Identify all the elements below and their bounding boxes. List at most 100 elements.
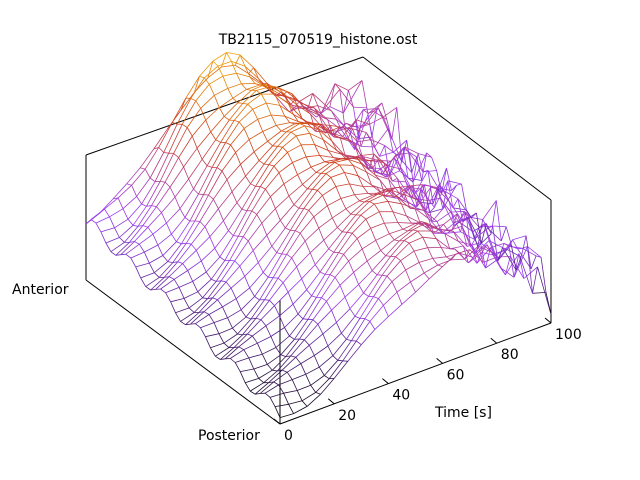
mesh-line xyxy=(209,75,224,85)
mesh-line xyxy=(384,191,391,197)
mesh-line xyxy=(500,226,507,242)
mesh-line xyxy=(463,245,469,264)
mesh-line xyxy=(459,252,466,260)
mesh-line xyxy=(372,188,387,196)
mesh-line xyxy=(169,166,184,188)
mesh-line xyxy=(334,158,349,163)
mesh-line xyxy=(427,247,434,259)
mesh-line xyxy=(90,219,97,224)
mesh-line xyxy=(206,142,221,166)
mesh-line xyxy=(344,126,351,131)
mesh-line xyxy=(256,196,271,215)
mesh-line xyxy=(345,208,352,215)
mesh-line xyxy=(272,145,278,147)
mesh-line xyxy=(126,167,141,185)
mesh-line xyxy=(518,253,533,294)
mesh-line xyxy=(100,227,115,233)
mesh-line xyxy=(348,90,354,108)
mesh-line xyxy=(353,107,359,139)
mesh-line xyxy=(363,292,369,297)
mesh-line xyxy=(180,98,187,111)
mesh-line xyxy=(304,323,319,341)
time-axis-ticks: 0 20 40 60 80 100 xyxy=(273,317,582,444)
mesh-line xyxy=(260,93,267,104)
x-tick-label: 100 xyxy=(555,327,582,343)
mesh-line xyxy=(282,135,297,148)
mesh-line xyxy=(450,253,457,261)
x-tick xyxy=(273,418,281,425)
mesh-line xyxy=(202,281,217,299)
mesh-line xyxy=(354,315,361,319)
mesh-line xyxy=(356,238,363,250)
mesh-line xyxy=(297,313,304,320)
mesh-line xyxy=(367,193,374,196)
mesh-line xyxy=(251,210,258,215)
mesh-line xyxy=(272,131,287,147)
mesh-line xyxy=(427,197,441,201)
mesh-line xyxy=(307,188,313,190)
mesh-line xyxy=(226,179,233,192)
mesh-line xyxy=(500,267,506,276)
mesh-line xyxy=(365,218,372,229)
mesh-line xyxy=(437,264,443,267)
mesh-line xyxy=(174,196,181,209)
mesh-line xyxy=(475,242,481,254)
mesh-line xyxy=(196,131,212,149)
mesh-line xyxy=(241,83,247,90)
mesh-line xyxy=(285,227,291,231)
mesh-line xyxy=(166,208,181,224)
mesh-line xyxy=(383,162,390,180)
mesh-line xyxy=(250,183,256,187)
mesh-line xyxy=(330,125,336,137)
mesh-line xyxy=(195,323,201,329)
mesh-line xyxy=(297,166,312,176)
mesh-line xyxy=(319,155,334,158)
mesh-line xyxy=(416,221,422,224)
mesh-line xyxy=(155,276,170,290)
mesh-line xyxy=(308,106,323,118)
mesh-line xyxy=(328,248,334,253)
mesh-line xyxy=(147,226,154,235)
mesh-line xyxy=(357,139,372,143)
mesh-line xyxy=(444,233,459,242)
mesh-line xyxy=(414,170,429,195)
mesh-line xyxy=(271,114,285,117)
mesh-line xyxy=(306,121,313,125)
mesh-line xyxy=(170,298,185,303)
mesh-line xyxy=(318,227,325,241)
mesh-line xyxy=(230,358,236,363)
mesh-line xyxy=(223,202,238,221)
mesh-line xyxy=(333,232,348,253)
mesh-line xyxy=(277,369,283,372)
mesh-line xyxy=(527,246,533,294)
mesh-line xyxy=(213,179,228,200)
mesh-line xyxy=(154,261,169,274)
mesh-line xyxy=(295,356,302,364)
mesh-line xyxy=(350,201,365,215)
mesh-line xyxy=(401,186,408,198)
mesh-line xyxy=(410,184,425,198)
mesh-line xyxy=(231,175,246,192)
mesh-line xyxy=(369,201,375,205)
mesh-line xyxy=(271,92,278,97)
mesh-line xyxy=(444,233,451,250)
x-axis-label: Time [s] xyxy=(434,405,492,421)
mesh-line xyxy=(199,221,206,227)
mesh-line xyxy=(190,243,197,251)
mesh-line xyxy=(293,406,308,414)
mesh-line xyxy=(423,264,438,274)
mesh-line xyxy=(266,102,280,106)
mesh-line xyxy=(382,274,388,277)
mesh-line xyxy=(374,128,389,148)
mesh-line xyxy=(395,242,410,257)
mesh-line xyxy=(265,172,280,190)
mesh-line xyxy=(124,226,139,243)
mesh-line xyxy=(349,308,356,317)
mesh-line xyxy=(163,261,179,278)
mesh-line xyxy=(351,125,365,127)
mesh-line xyxy=(285,123,300,133)
mesh-line xyxy=(258,145,273,161)
mesh-line xyxy=(176,98,192,125)
mesh-line xyxy=(431,205,447,222)
mesh-line xyxy=(235,287,250,300)
